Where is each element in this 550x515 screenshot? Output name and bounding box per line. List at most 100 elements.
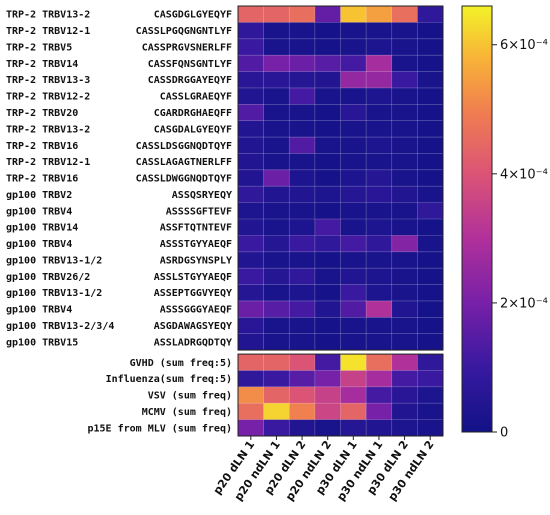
- row-label-antigen: TRP-2 TRBV12-1: [6, 157, 90, 168]
- heatmap-cell: [366, 137, 393, 154]
- heatmap-cell: [289, 403, 316, 420]
- heatmap-cell: [314, 251, 341, 269]
- heatmap-cell: [417, 300, 444, 318]
- row-label-antigen: TRP-2 TRBV16: [6, 174, 78, 185]
- heatmap-cell: [340, 403, 367, 420]
- row-label-cdr3: CASSLDWGGNQDTQYF: [136, 174, 232, 185]
- heatmap-frame: [237, 353, 444, 437]
- heatmap-cell: [366, 55, 393, 72]
- heatmap-cell: [314, 370, 341, 388]
- heatmap-cell: [314, 104, 341, 121]
- row-label-antigen: TRP-2 TRBV13-2: [6, 124, 90, 135]
- heatmap-cell: [391, 120, 418, 138]
- heatmap-cell: [340, 137, 367, 154]
- heatmap-cell: [391, 87, 418, 105]
- row-label-cdr3: CASSPRGVSNERLFF: [142, 42, 232, 53]
- heatmap-cell: [340, 104, 367, 121]
- heatmap-cell: [314, 268, 341, 285]
- heatmap-cell: [340, 219, 367, 236]
- row-label-antigen: TRP-2 TRBV12-2: [6, 92, 90, 103]
- heatmap-cell: [366, 153, 393, 171]
- heatmap-cell: [289, 55, 316, 72]
- heatmap-cell: [366, 219, 393, 236]
- row-label-antigen: TRP-2 TRBV12-1: [6, 26, 90, 37]
- heatmap-cell: [340, 38, 367, 56]
- heatmap-cell: [289, 104, 316, 121]
- row-label-cdr3: CASSFQNSGNTLYF: [148, 59, 232, 70]
- heatmap-cell: [314, 202, 341, 220]
- colorbar-tick-label: 4×10⁻⁴: [500, 167, 548, 182]
- heatmap-cell: [366, 169, 393, 187]
- heatmap-cell: [366, 300, 393, 318]
- heatmap-cell: [366, 317, 393, 334]
- row-label-cdr3: ASSFTQTNTEVF: [160, 223, 232, 234]
- heatmap-cell: [340, 317, 367, 334]
- heatmap-cell: [289, 186, 316, 203]
- heatmap-cell: [340, 370, 367, 388]
- heatmap-cell: [314, 284, 341, 302]
- row-label-cdr3: ASGDAWAGSYEQY: [154, 321, 232, 332]
- heatmap-cell: [391, 153, 418, 171]
- row-label-cdr3: CASSLAGAGTNERLFF: [136, 157, 232, 168]
- heatmap-cell: [238, 386, 264, 404]
- heatmap-cell: [366, 354, 393, 371]
- heatmap-cell: [238, 354, 264, 371]
- row-label-cdr3: ASSEPTGGVYEQY: [154, 288, 232, 299]
- heatmap-cell: [289, 71, 316, 89]
- row-label-cdr3: CASGDGLGYEQYF: [154, 10, 232, 21]
- row-label-cdr3: ASSLSTGYYAEQF: [154, 272, 232, 283]
- row-label-antigen: gp100 TRBV26/2: [6, 272, 90, 283]
- heatmap-cell: [263, 419, 290, 437]
- row-label-cdr3: CASSLGRAEQYF: [160, 92, 232, 103]
- heatmap-cell: [314, 386, 341, 404]
- heatmap-cell: [263, 22, 290, 40]
- heatmap-cell: [417, 153, 444, 171]
- heatmap-cell: [340, 202, 367, 220]
- heatmap-cell: [263, 370, 290, 388]
- heatmap-cell: [263, 403, 290, 420]
- heatmap-cell: [417, 186, 444, 203]
- heatmap-cell: [289, 300, 316, 318]
- row-label: p15E from MLV (sum freq): [88, 423, 233, 434]
- heatmap-cell: [340, 268, 367, 285]
- heatmap-cell: [314, 22, 341, 40]
- row-label-cdr3: ASSLADRGQDTQY: [154, 337, 232, 348]
- heatmap-cell: [366, 22, 393, 40]
- heatmap-cell: [366, 71, 393, 89]
- heatmap-cell: [340, 251, 367, 269]
- heatmap-cell: [340, 55, 367, 72]
- heatmap-cell: [314, 219, 341, 236]
- heatmap-cell: [289, 6, 316, 23]
- heatmap-cell: [263, 87, 290, 105]
- heatmap-cell: [340, 235, 367, 253]
- heatmap-cell: [391, 104, 418, 121]
- heatmap-cell: [340, 386, 367, 404]
- row-label-antigen: TRP-2 TRBV13-3: [6, 75, 90, 86]
- heatmap-cell: [263, 137, 290, 154]
- heatmap-cell: [289, 284, 316, 302]
- heatmap-cell: [238, 87, 264, 105]
- heatmap-cell: [391, 186, 418, 203]
- heatmap-cell: [238, 333, 264, 351]
- heatmap-cell: [340, 6, 367, 23]
- heatmap-cell: [314, 403, 341, 420]
- row-label-cdr3: CASSLPGQGNGNTLYF: [136, 26, 232, 37]
- heatmap-cell: [263, 268, 290, 285]
- heatmap-frame: [237, 5, 444, 351]
- heatmap-cell: [366, 235, 393, 253]
- heatmap-cell: [417, 370, 444, 388]
- heatmap-cell: [289, 22, 316, 40]
- heatmap-cell: [391, 370, 418, 388]
- heatmap-cell: [417, 104, 444, 121]
- heatmap-cell: [314, 186, 341, 203]
- heatmap-cell: [238, 186, 264, 203]
- heatmap-cell: [238, 370, 264, 388]
- row-label-cdr3: CASSDRGGAYEQYF: [148, 75, 232, 86]
- heatmap-cell: [366, 419, 393, 437]
- heatmap-cell: [238, 268, 264, 285]
- heatmap-cell: [238, 153, 264, 171]
- row-label-antigen: gp100 TRBV13-1/2: [6, 288, 102, 299]
- row-label: GVHD (sum freq:5): [130, 358, 232, 369]
- heatmap-cell: [391, 251, 418, 269]
- heatmap-cell: [263, 284, 290, 302]
